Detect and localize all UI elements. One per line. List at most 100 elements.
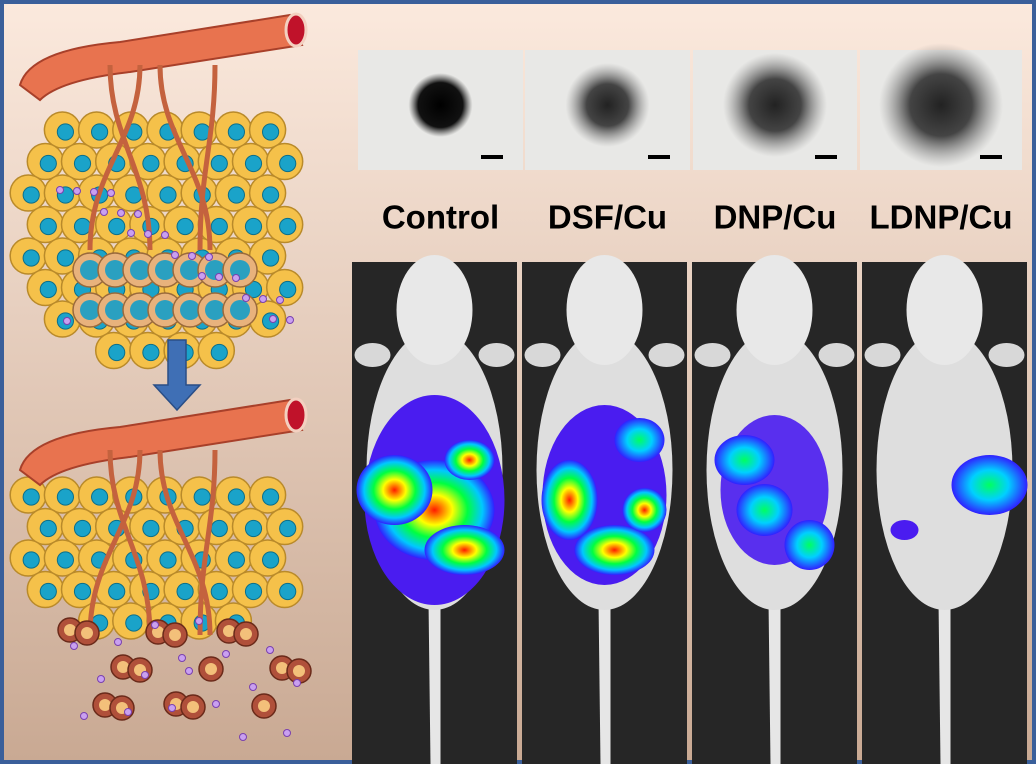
nucleus <box>176 217 194 236</box>
tumor-nucleus <box>130 260 150 280</box>
tumor-nucleus <box>105 300 125 320</box>
nanoparticle <box>188 252 196 260</box>
nucleus <box>279 582 297 601</box>
tail <box>938 600 951 764</box>
nanoparticle <box>293 679 301 687</box>
nanoparticle <box>97 675 105 683</box>
tail <box>428 600 441 764</box>
nanoparticle <box>259 295 267 303</box>
nanoparticle <box>73 187 81 195</box>
nanoparticle <box>134 210 142 218</box>
tumor-nucleus <box>130 300 150 320</box>
nucleus <box>262 551 280 569</box>
scale-bar <box>648 155 670 159</box>
mouse-arm <box>818 343 855 367</box>
images: Control DSF/Cu DNP/Cu LDNP/Cu <box>352 43 1028 764</box>
dead-nucleus <box>205 663 217 675</box>
nucleus <box>210 154 228 173</box>
nucleus <box>39 280 57 299</box>
signal-hotspot <box>784 520 835 570</box>
nucleus <box>39 217 57 236</box>
nanoparticle <box>117 209 125 217</box>
nanoparticle <box>242 294 250 302</box>
dead-nucleus <box>99 699 111 711</box>
spheroid <box>723 53 827 157</box>
nanoparticle <box>100 208 108 216</box>
dead-nucleus <box>293 665 305 677</box>
nanoparticle <box>222 650 230 658</box>
nucleus <box>39 519 57 538</box>
spheroid <box>879 43 1003 167</box>
nucleus <box>279 154 297 173</box>
nucleus <box>176 582 194 601</box>
tumor-nucleus <box>155 300 175 320</box>
nucleus <box>73 582 92 601</box>
signal-hotspot <box>424 525 505 575</box>
signal-hotspot <box>614 418 665 462</box>
scale-bar <box>815 155 837 159</box>
nucleus <box>262 488 280 506</box>
mouse-head <box>396 255 473 365</box>
nucleus <box>56 123 75 141</box>
nucleus <box>56 249 75 267</box>
mouse-head <box>566 255 643 365</box>
nanoparticle <box>276 296 284 304</box>
nanoparticle <box>269 315 277 323</box>
nanoparticle <box>286 316 294 324</box>
signal-hotspot <box>890 520 919 540</box>
capillary <box>87 64 143 251</box>
nanoparticle <box>195 617 203 625</box>
mouse-head <box>906 255 983 365</box>
mouse-arm <box>354 343 391 367</box>
signal-hotspot <box>356 455 433 525</box>
nucleus <box>193 488 211 506</box>
mouse-arm <box>988 343 1025 367</box>
vessel-end <box>284 12 308 48</box>
nanoparticle <box>205 253 213 261</box>
nucleus <box>210 582 228 601</box>
nanoparticle <box>151 621 159 629</box>
capillary <box>197 449 218 636</box>
signal-hotspot <box>622 488 667 532</box>
nucleus <box>227 551 245 569</box>
dead-nucleus <box>276 662 288 674</box>
tumor-nucleus <box>155 260 175 280</box>
nucleus <box>159 551 177 569</box>
nucleus <box>142 519 160 538</box>
mouse-arm <box>864 343 901 367</box>
nanoparticle <box>63 317 71 325</box>
mouse-arm <box>694 343 731 367</box>
dead-nucleus <box>223 625 235 637</box>
nucleus <box>73 519 92 538</box>
nanoparticle <box>239 733 247 741</box>
nanoparticle <box>212 700 220 708</box>
nucleus <box>56 551 75 569</box>
nucleus <box>142 343 160 362</box>
tumor-nucleus <box>230 300 250 320</box>
tumor-nucleus <box>180 300 200 320</box>
nucleus <box>262 186 280 204</box>
nanoparticle <box>249 683 257 691</box>
tumor-nucleus <box>80 300 100 320</box>
nucleus <box>22 488 40 506</box>
nucleus <box>91 488 109 506</box>
signal-hotspot <box>714 435 775 485</box>
arrow <box>152 339 202 412</box>
tumor-nucleus <box>80 260 100 280</box>
nanoparticle <box>185 667 193 675</box>
nanoparticle <box>107 189 115 197</box>
nanoparticle <box>90 188 98 196</box>
signal-hotspot <box>951 455 1028 515</box>
mouse-arm <box>648 343 685 367</box>
capillary <box>107 64 153 251</box>
illustration <box>9 12 312 741</box>
nucleus <box>244 582 263 601</box>
group-label: Control <box>382 199 499 236</box>
group-label: DNP/Cu <box>714 199 837 236</box>
signal-hotspot <box>444 440 495 480</box>
nucleus <box>39 154 57 173</box>
vessel-end <box>284 397 308 433</box>
capillary <box>157 449 213 636</box>
nanoparticle <box>266 646 274 654</box>
signal-hotspot <box>541 460 598 540</box>
